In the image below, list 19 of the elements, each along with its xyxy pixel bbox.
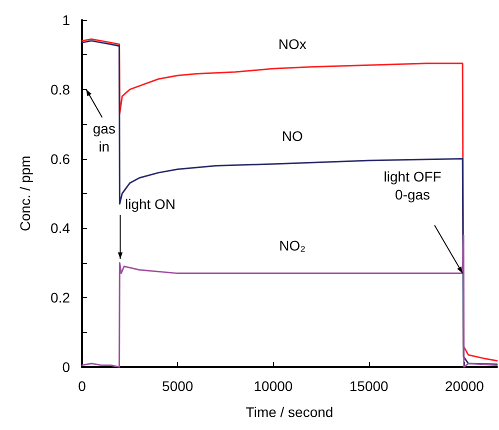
annotation: light OFF 0-gas bbox=[384, 168, 442, 202]
y-tick-label: 0.4 bbox=[50, 220, 70, 236]
x-tick-label: 10000 bbox=[254, 378, 293, 394]
x-axis-title: Time / second bbox=[246, 404, 334, 420]
x-tick-label: 0 bbox=[78, 378, 86, 394]
y-tick-label: 1 bbox=[62, 12, 70, 28]
y-tick-label: 0 bbox=[62, 359, 70, 375]
y-axis-title: Conc. / ppm bbox=[17, 156, 33, 232]
x-tick-label: 5000 bbox=[162, 378, 194, 394]
annotation: gas in bbox=[92, 120, 116, 154]
y-tick-label: 0.8 bbox=[50, 81, 70, 98]
series-label: NO₂ bbox=[279, 237, 306, 254]
x-tick-label: 20000 bbox=[445, 378, 484, 394]
x-tick-label: 15000 bbox=[349, 378, 389, 394]
y-tick-label: 0.2 bbox=[50, 290, 70, 306]
series-label: NO bbox=[282, 128, 303, 144]
annotation: light ON bbox=[124, 196, 176, 212]
y-tick-label: 0.6 bbox=[50, 150, 70, 167]
series-label: NOx bbox=[278, 36, 306, 52]
